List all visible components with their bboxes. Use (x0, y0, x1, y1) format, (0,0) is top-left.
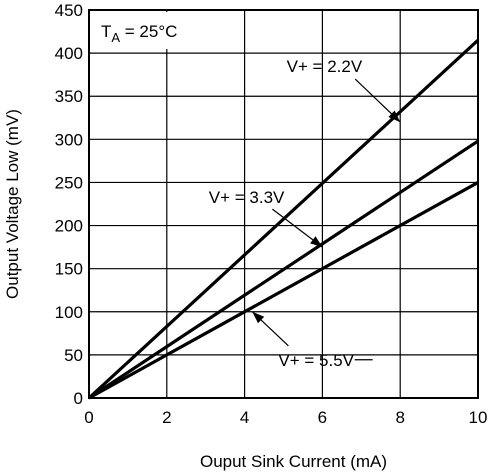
condition-background (91, 12, 190, 49)
y-tick-label: 350 (55, 87, 83, 106)
x-tick-label: 4 (240, 408, 249, 427)
annotation-arrowhead (388, 110, 401, 123)
x-tick-label: 0 (84, 408, 93, 427)
y-tick-label: 50 (64, 346, 83, 365)
x-tick-label: 10 (469, 408, 488, 427)
annotation-arrowhead (310, 236, 323, 248)
series-line (88, 181, 479, 400)
series-label: V+ = 2.2V (287, 57, 363, 76)
annotation-arrowhead (252, 311, 265, 324)
condition-label: TA = 25°C (101, 22, 177, 45)
y-tick-label: 450 (55, 1, 83, 20)
y-tick-label: 400 (55, 44, 83, 63)
condition-box: TA = 25°C (91, 12, 190, 49)
x-axis-label: Ouput Sink Current (mA) (200, 452, 387, 471)
y-tick-label: 100 (55, 303, 83, 322)
series-line (88, 139, 479, 400)
y-tick-label: 0 (74, 389, 83, 408)
series-annotations: V+ = 2.2V V+ = 3.3V V+ = 5.5V (209, 57, 401, 370)
series-layer (87, 39, 480, 400)
x-tick-label: 2 (162, 408, 171, 427)
x-tick-label: 8 (395, 408, 404, 427)
y-tick-label: 150 (55, 260, 83, 279)
series-label: V+ = 5.5V (278, 351, 354, 370)
x-tick-label: 6 (318, 408, 327, 427)
y-tick-label: 250 (55, 173, 83, 192)
y-tick-label: 200 (55, 217, 83, 236)
y-tick-label: 300 (55, 130, 83, 149)
series-line (87, 39, 480, 400)
y-axis-label: Output Voltage Low (mV) (3, 109, 22, 299)
plot-frame (88, 9, 479, 399)
series-label: V+ = 3.3V (209, 188, 285, 207)
